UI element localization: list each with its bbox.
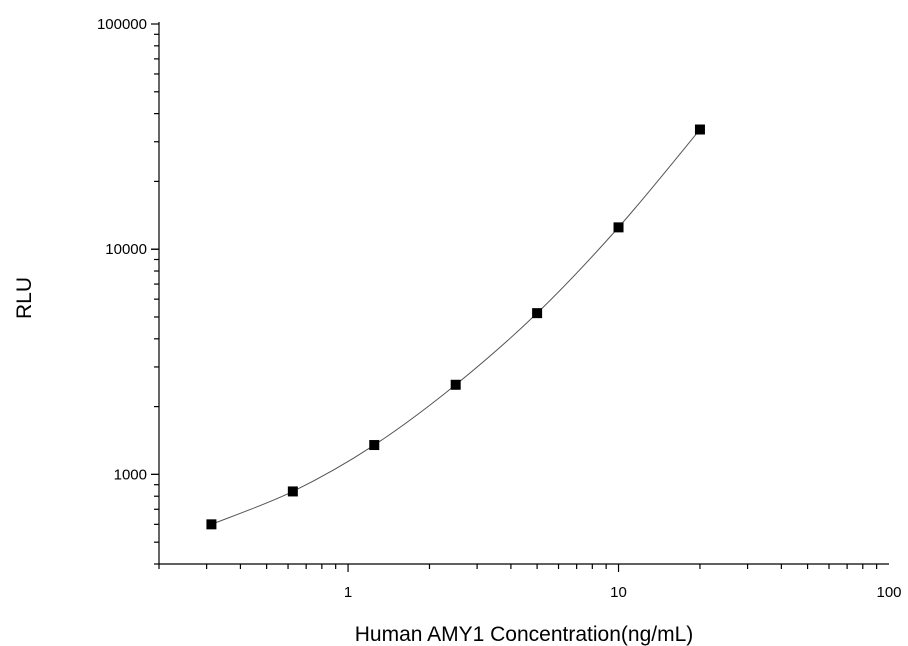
y-tick-label: 1000 [114, 466, 147, 483]
data-point [532, 308, 543, 319]
y-tick-label: 100000 [97, 16, 147, 33]
axes: 1000 10000 100000 1 10 100 [97, 16, 902, 601]
data-point [450, 379, 461, 390]
data-point [694, 124, 705, 135]
y-tick-label: 10000 [105, 241, 147, 258]
data-point [206, 519, 217, 530]
fit-line-layer [211, 129, 701, 525]
x-tick-label: 100 [876, 584, 901, 601]
x-tick-label: 1 [344, 584, 352, 601]
y-axis-label: RLU [13, 277, 36, 319]
x-axis-label: Human AMY1 Concentration(ng/mL) [355, 623, 694, 646]
data-point [287, 486, 298, 497]
x-tick-label: 10 [610, 584, 627, 601]
fit-curve [211, 129, 701, 525]
data-point [369, 440, 380, 451]
data-point [613, 222, 624, 233]
data-points [206, 124, 705, 530]
